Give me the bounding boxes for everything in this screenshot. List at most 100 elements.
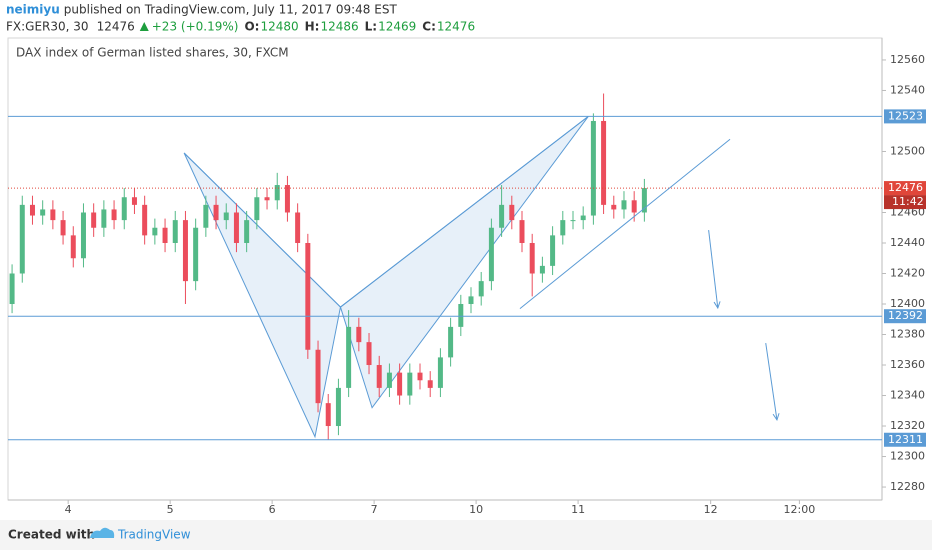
y-tick-label: 12360 <box>890 358 925 371</box>
ohlc-label: L: <box>365 20 377 34</box>
candle-body <box>539 265 545 274</box>
created-with: Created with <box>8 528 95 542</box>
candle-body <box>213 204 219 221</box>
candle-body <box>376 365 382 388</box>
ohlc-value: 12486 <box>320 20 358 34</box>
x-tick-label: 11 <box>571 503 585 516</box>
candle-body <box>121 197 127 221</box>
y-tick-label: 12320 <box>890 419 925 432</box>
ohlc-value: 12469 <box>378 20 416 34</box>
candle-body <box>641 188 647 213</box>
price-label-box <box>884 432 926 447</box>
up-arrow-icon <box>139 22 149 31</box>
brand: TradingView <box>117 528 191 542</box>
candle-body <box>274 185 280 201</box>
candle-body <box>80 212 86 259</box>
candle-body <box>152 227 158 236</box>
y-tick-label: 12280 <box>890 480 925 493</box>
candle-body <box>295 212 301 243</box>
candle-body <box>346 326 352 388</box>
candle-body <box>529 242 535 274</box>
y-tick-label: 12300 <box>890 450 925 463</box>
ohlc-value: 12480 <box>260 20 298 34</box>
candle-body <box>40 209 46 216</box>
last-price-box <box>884 181 926 196</box>
candle-body <box>407 372 413 396</box>
candle-body <box>19 204 25 274</box>
author: neimiyu <box>6 3 60 17</box>
last-price: 12476 <box>97 20 135 34</box>
x-tick-label: 4 <box>65 503 72 516</box>
candle-body <box>417 372 423 381</box>
candle-body <box>468 296 474 305</box>
candle-body <box>254 197 260 221</box>
change: +23 (+0.19%) <box>152 20 239 34</box>
candle-body <box>233 212 239 243</box>
candle-body <box>601 120 607 205</box>
y-tick-label: 12540 <box>890 83 925 96</box>
candle-body <box>621 200 627 210</box>
candle-body <box>366 342 372 366</box>
candle-body <box>284 185 290 213</box>
candle-body <box>70 235 76 259</box>
price-label-box <box>884 109 926 124</box>
candle-body <box>193 227 199 282</box>
ohlc-label: H: <box>305 20 320 34</box>
y-tick-label: 12400 <box>890 297 925 310</box>
candle-body <box>560 220 566 236</box>
y-tick-label: 12380 <box>890 328 925 341</box>
candle-body <box>142 204 148 236</box>
ohlc-label: O: <box>244 20 259 34</box>
candle-body <box>9 273 15 305</box>
candle-body <box>550 235 556 266</box>
arrow-head <box>713 301 721 310</box>
candle-body <box>437 357 443 388</box>
candle-body <box>427 380 433 388</box>
tradingview-logo <box>90 527 115 538</box>
y-tick-label: 12500 <box>890 144 925 157</box>
candle-body <box>325 403 331 427</box>
y-tick-label: 12340 <box>890 389 925 402</box>
candle-body <box>131 197 137 205</box>
x-tick-label: 5 <box>167 503 174 516</box>
candle-body <box>631 200 637 213</box>
candle-body <box>315 349 321 404</box>
candle-body <box>172 220 178 243</box>
candle-body <box>519 220 525 243</box>
price-label-box <box>884 309 926 324</box>
chart-title: DAX index of German listed shares, 30, F… <box>16 46 289 60</box>
candle-body <box>50 209 56 221</box>
candle-body <box>305 242 311 350</box>
candle-body <box>590 120 596 216</box>
x-tick-label: 6 <box>269 503 276 516</box>
arrow <box>765 342 778 420</box>
candle-body <box>580 215 586 221</box>
price-label: 12392 <box>888 309 923 322</box>
x-tick-label: 12 <box>704 503 718 516</box>
candle-body <box>356 326 362 343</box>
candle-body <box>448 326 454 358</box>
candle-body <box>570 220 576 222</box>
ohlc-label: C: <box>422 20 436 34</box>
candle-body <box>478 281 484 297</box>
candle-body <box>29 204 35 216</box>
candle-body <box>182 220 188 282</box>
candle-body <box>264 197 270 201</box>
candle-body <box>91 212 97 228</box>
x-tick-label: 7 <box>371 503 378 516</box>
y-tick-label: 12560 <box>890 53 925 66</box>
candle-body <box>397 372 403 396</box>
countdown-box <box>884 195 926 210</box>
candle-body <box>335 387 341 427</box>
candle-body <box>162 227 168 243</box>
y-tick-label: 12420 <box>890 266 925 279</box>
trendline <box>519 138 731 309</box>
footer-bar <box>0 520 932 550</box>
symbol: FX:GER30, 30 <box>6 20 89 34</box>
candle-body <box>203 204 209 228</box>
candle-body <box>101 209 107 228</box>
y-tick-label: 12440 <box>890 236 925 249</box>
countdown-label: 11:42 <box>892 195 924 208</box>
